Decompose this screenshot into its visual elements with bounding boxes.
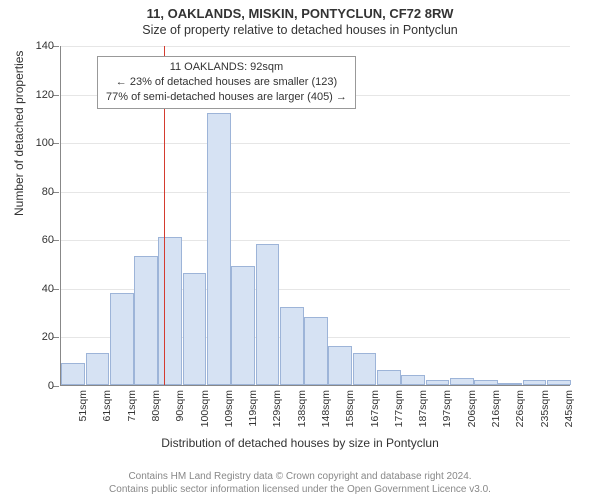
histogram-bar <box>353 353 377 385</box>
histogram-bar <box>256 244 280 385</box>
gridline <box>61 143 570 144</box>
annotation-box: 11 OAKLANDS: 92sqm← 23% of detached hous… <box>97 56 356 109</box>
histogram-bar <box>61 363 85 385</box>
x-tick-label: 90sqm <box>174 390 186 438</box>
histogram-bar <box>377 370 401 385</box>
x-tick-label: 235sqm <box>539 390 551 438</box>
histogram-bar <box>304 317 328 385</box>
histogram-bar <box>280 307 304 385</box>
gridline <box>61 192 570 193</box>
footer: Contains HM Land Registry data © Crown c… <box>0 470 600 496</box>
annotation-line: ← 23% of detached houses are smaller (12… <box>106 75 347 90</box>
annotation-line: 77% of semi-detached houses are larger (… <box>106 90 347 105</box>
histogram-bar <box>110 293 134 385</box>
histogram-bar <box>401 375 425 385</box>
y-tick-label: 80 <box>24 186 54 198</box>
histogram-bar <box>547 380 571 385</box>
x-tick-label: 245sqm <box>563 390 575 438</box>
x-tick-label: 61sqm <box>101 390 113 438</box>
gridline <box>61 240 570 241</box>
histogram-bar <box>426 380 450 385</box>
histogram-bar <box>231 266 255 385</box>
x-tick-label: 109sqm <box>223 390 235 438</box>
x-tick-label: 80sqm <box>150 390 162 438</box>
footer-line-1: Contains HM Land Registry data © Crown c… <box>0 470 600 483</box>
sub-title: Size of property relative to detached ho… <box>0 23 600 37</box>
main-title: 11, OAKLANDS, MISKIN, PONTYCLUN, CF72 8R… <box>0 6 600 21</box>
histogram-bar <box>158 237 182 385</box>
histogram-bar <box>207 113 231 385</box>
x-tick-label: 119sqm <box>247 390 259 438</box>
x-tick-label: 51sqm <box>77 390 89 438</box>
histogram-bar <box>134 256 158 385</box>
x-tick-label: 71sqm <box>126 390 138 438</box>
x-tick-label: 216sqm <box>490 390 502 438</box>
x-tick-label: 158sqm <box>344 390 356 438</box>
x-axis-title: Distribution of detached houses by size … <box>0 436 600 450</box>
chart-area: 02040608010012014051sqm61sqm71sqm80sqm90… <box>60 46 570 416</box>
gridline <box>61 46 570 47</box>
x-tick-label: 206sqm <box>466 390 478 438</box>
y-tick-label: 120 <box>24 89 54 101</box>
histogram-bar <box>183 273 207 385</box>
y-tick-label: 40 <box>24 283 54 295</box>
x-tick-label: 187sqm <box>417 390 429 438</box>
x-tick-label: 100sqm <box>199 390 211 438</box>
histogram-bar <box>474 380 498 385</box>
y-tick-label: 0 <box>24 380 54 392</box>
x-tick-label: 167sqm <box>369 390 381 438</box>
histogram-bar <box>86 353 110 385</box>
histogram-bar <box>523 380 547 385</box>
footer-line-2: Contains public sector information licen… <box>0 483 600 496</box>
x-tick-label: 226sqm <box>514 390 526 438</box>
x-tick-label: 148sqm <box>320 390 332 438</box>
plot-area: 02040608010012014051sqm61sqm71sqm80sqm90… <box>60 46 570 386</box>
y-tick-label: 140 <box>24 40 54 52</box>
x-tick-label: 129sqm <box>271 390 283 438</box>
x-tick-label: 177sqm <box>393 390 405 438</box>
histogram-bar <box>450 378 474 385</box>
histogram-bar <box>498 383 522 385</box>
y-tick-label: 60 <box>24 234 54 246</box>
x-tick-label: 197sqm <box>441 390 453 438</box>
histogram-bar <box>328 346 352 385</box>
y-tick-label: 100 <box>24 137 54 149</box>
annotation-line: 11 OAKLANDS: 92sqm <box>106 60 347 75</box>
x-tick-label: 138sqm <box>296 390 308 438</box>
y-tick-label: 20 <box>24 331 54 343</box>
title-block: 11, OAKLANDS, MISKIN, PONTYCLUN, CF72 8R… <box>0 0 600 37</box>
